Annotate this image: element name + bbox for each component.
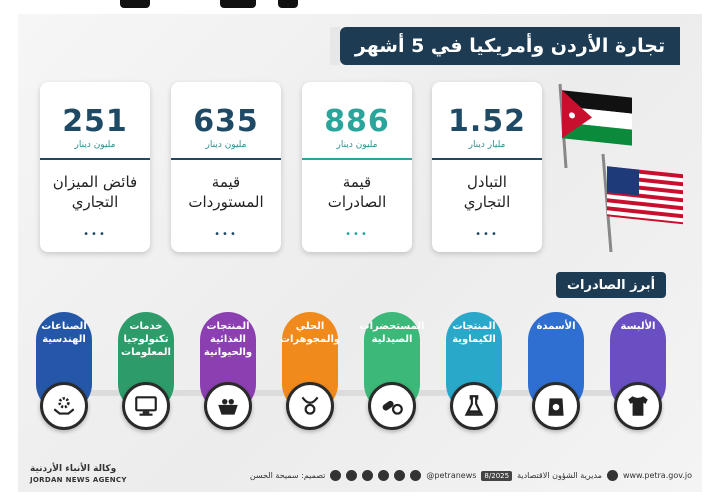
stat-unit: مليون دينار <box>336 140 378 150</box>
stat-label: فائض الميزان التجاري <box>52 173 138 211</box>
usa-flag-icon <box>601 153 683 252</box>
stat-unit: مليون دينار <box>205 140 247 150</box>
globe-icon <box>606 470 618 481</box>
top-strip-block <box>120 0 150 8</box>
stat-label: قيمة المستوردات <box>188 173 264 211</box>
stat-label: التبادل التجاري <box>463 173 511 211</box>
jordan-flag-icon <box>558 83 632 168</box>
stat-card-trade-exchange: 1.52 مليار دينار التبادل التجاري ••• <box>432 82 542 252</box>
top-strip-block <box>220 0 256 8</box>
telegram-icon[interactable] <box>378 470 390 481</box>
dots-decoration: ••• <box>83 229 107 240</box>
stat-value: 886 <box>324 104 390 139</box>
section-title-top-exports: أبرز الصادرات <box>556 272 666 298</box>
stat-divider <box>432 158 542 160</box>
jewelry-icon <box>286 382 334 430</box>
stat-card-trade-surplus: 251 مليون دينار فائض الميزان التجاري ••• <box>40 82 150 252</box>
dots-decoration: ••• <box>345 229 369 240</box>
whatsapp-icon[interactable] <box>410 470 422 481</box>
food-basket-icon <box>204 382 252 430</box>
social-handle[interactable]: @petranews <box>426 471 477 480</box>
footer-credits: تصميم: سميحة الحسن @petranews 8/2025 مدي… <box>250 470 692 481</box>
stat-value: 635 <box>193 104 259 139</box>
stat-divider <box>302 158 412 160</box>
stat-card-exports: 886 مليون دينار قيمة الصادرات ••• <box>302 82 412 252</box>
stat-unit: مليون دينار <box>74 140 116 150</box>
category-engineering-industries: الصناعات الهندسية <box>36 312 92 430</box>
category-fertilizers: الأسمدة <box>528 312 584 430</box>
stat-divider <box>40 158 150 160</box>
gear-hand-icon <box>40 382 88 430</box>
website-link[interactable]: www.petra.gov.jo <box>622 471 692 480</box>
tshirt-icon <box>614 382 662 430</box>
instagram-icon[interactable] <box>346 470 358 481</box>
footer: وكالة الأنباء الأردنية JORDAN NEWS AGENC… <box>18 464 702 492</box>
stat-value: 251 <box>62 104 128 139</box>
stat-card-imports: 635 مليون دينار قيمة المستوردات ••• <box>171 82 281 252</box>
category-it-services: خدمات تكنولوجيا المعلومات <box>118 312 174 430</box>
category-pharmaceuticals: المستحضرات الصيدلية <box>360 312 424 430</box>
agency-name-arabic: وكالة الأنباء الأردنية <box>30 464 117 474</box>
pills-icon <box>368 382 416 430</box>
x-icon[interactable] <box>394 470 406 481</box>
dots-decoration: ••• <box>214 229 238 240</box>
stat-divider <box>171 158 281 160</box>
designer-credit: تصميم: سميحة الحسن <box>249 471 326 480</box>
computer-icon <box>122 382 170 430</box>
category-chemical-products: المنتجات الكيماوية <box>446 312 502 430</box>
directorate-name: مديرية الشؤون الاقتصادية <box>517 471 602 480</box>
stat-value: 1.52 <box>447 104 527 139</box>
flask-icon <box>450 382 498 430</box>
stat-label: قيمة الصادرات <box>327 173 387 211</box>
timeline-track <box>40 390 650 396</box>
facebook-icon[interactable] <box>330 470 342 481</box>
category-jewelry: الحلي والمجوهرات <box>280 312 340 430</box>
fertilizer-bag-icon <box>532 382 580 430</box>
date-badge: 8/2025 <box>481 470 513 481</box>
category-food-animal-products: المنتجات الغذائية والحيوانية <box>200 312 256 430</box>
youtube-icon[interactable] <box>362 470 374 481</box>
stat-unit: مليار دينار <box>468 140 506 150</box>
agency-name-english: JORDAN NEWS AGENCY <box>30 476 127 484</box>
dots-decoration: ••• <box>475 229 499 240</box>
category-clothing: الألبسة <box>610 312 666 430</box>
page-title: تجارة الأردن وأمريكيا في 5 أشهر <box>330 27 680 65</box>
top-strip <box>0 0 720 14</box>
top-strip-block <box>278 0 298 8</box>
